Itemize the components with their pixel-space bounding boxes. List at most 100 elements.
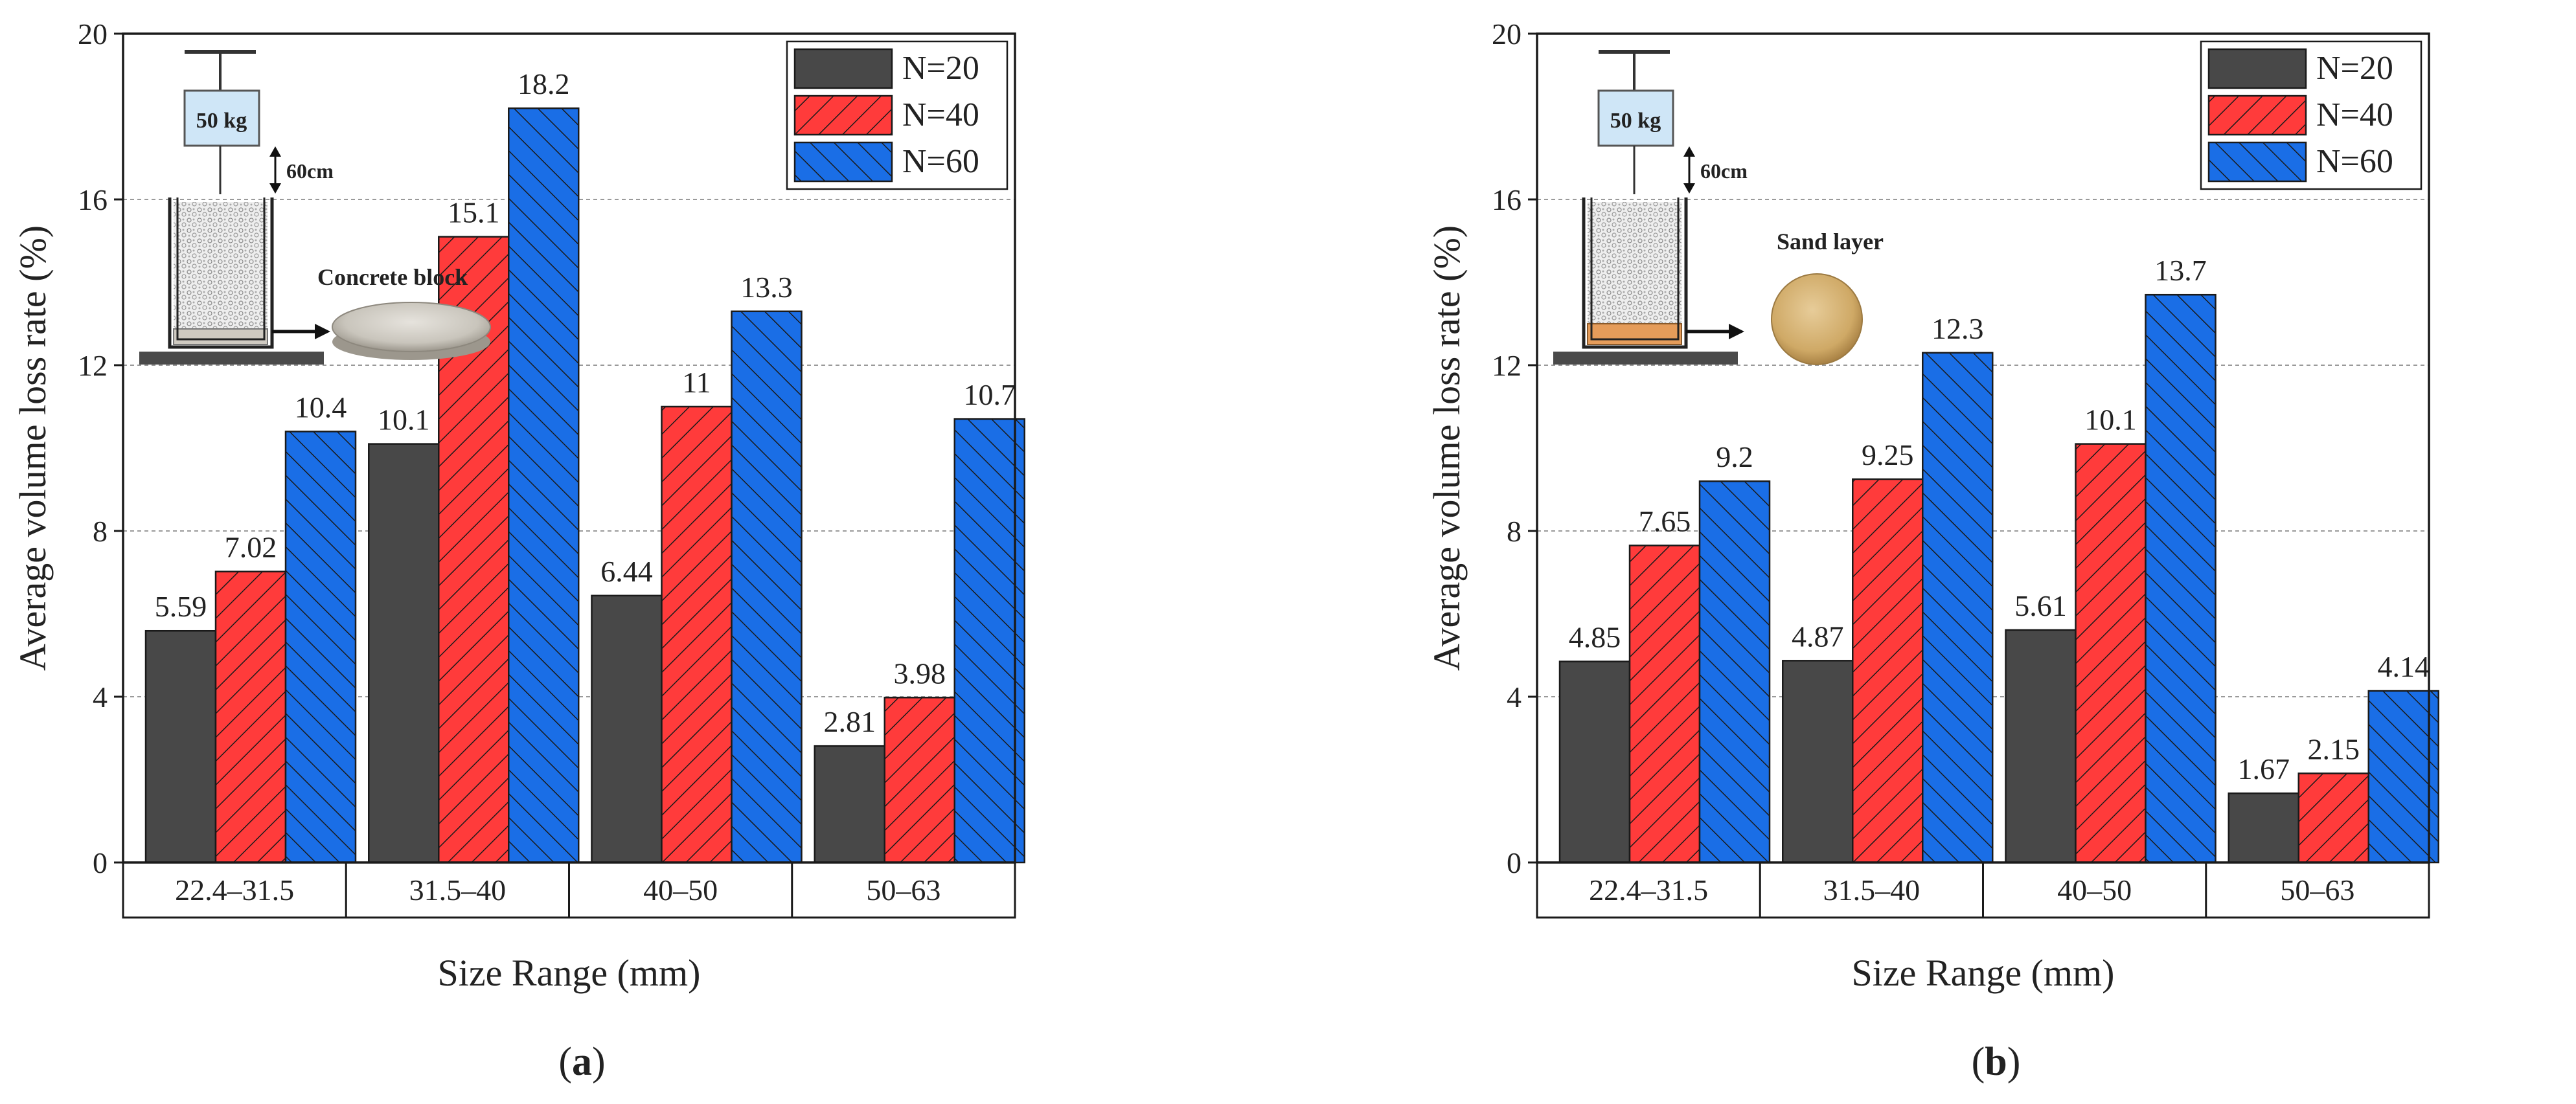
weight-block [1597,89,1674,147]
data-label: 5.59 [155,590,207,623]
weight-block [183,89,260,147]
x-tick-label: 31.5–40 [409,873,507,907]
legend: N=20 N=40 N=60 [786,40,1009,190]
data-label: 18.2 [518,67,570,100]
data-label: 7.65 [1639,504,1691,537]
legend-entry: N=60 [2316,143,2393,180]
bar-n60-2 [2145,293,2217,864]
container-inner-wall [1590,197,1680,341]
bar-n40-3 [2297,772,2369,864]
gravel-fill [174,202,268,344]
data-label: 1.67 [2238,752,2290,785]
data-label: 4.87 [1792,620,1844,653]
arrow-head-up [1683,146,1695,157]
bar-n60-3 [953,418,1025,864]
container-wall [168,197,274,349]
arrow-head-down [269,183,281,194]
data-label: 10.7 [964,378,1016,411]
gravel-fill [1588,202,1681,344]
data-label: 6.44 [600,555,653,588]
bar-n20-3 [2228,792,2299,864]
bar-n40-0 [1628,545,1701,864]
x-tick-label: 31.5–40 [1823,873,1921,907]
bar-n20-2 [2005,629,2077,864]
data-label: 4.14 [2378,650,2430,683]
y-axis-title: Average volume loss rate (%) [12,225,54,671]
x-axis-title: Size Range (mm) [1852,952,2115,994]
legend-swatch [2207,141,2307,183]
data-label: 9.2 [1716,440,1753,473]
concrete-sample [332,302,491,352]
base-label: Concrete block [317,264,468,290]
data-label: 10.1 [378,403,430,436]
bar-n60-1 [508,107,580,864]
chart-panel-a: 5.59 10.1 6.44 2.81 7.02 15.1 11 3.98 10.4 18.2 13… [12,17,1025,1084]
bar-n40-1 [1852,478,1924,864]
bar-n60-1 [1922,352,1994,864]
height-label: 60cm [286,159,334,183]
bar-n20-2 [591,594,663,864]
bar-n40-2 [661,405,733,864]
data-label: 4.85 [1569,621,1621,654]
y-tick-label: 0 [1507,846,1522,879]
bar-n60-0 [284,431,357,864]
weight-label: 50 kg [196,109,247,133]
y-tick-label: 20 [1492,17,1522,51]
data-label: 11 [682,366,711,399]
data-label: 3.98 [894,657,946,690]
legend-entry: N=40 [902,96,979,133]
bar-n40-0 [214,570,287,864]
height-label: 60cm [1700,159,1748,183]
concrete-strip [173,328,268,345]
data-label: 13.3 [740,271,793,304]
y-tick-label: 8 [93,515,108,548]
x-tick-label: 40–50 [643,873,718,907]
weight-label: 50 kg [1610,109,1661,133]
data-label: 7.02 [225,531,277,564]
legend: N=20 N=40 N=60 [2200,40,2422,190]
x-tick-label: 22.4–31.5 [1589,873,1708,907]
data-label: 15.1 [448,196,500,229]
base-plate [139,352,324,365]
bar-n20-1 [368,443,440,864]
bar-n20-0 [144,629,217,864]
base-label: Sand layer [1777,229,1884,254]
y-axis-title: Average volume loss rate (%) [1426,225,1468,671]
data-label: 10.4 [295,390,347,423]
data-label: 2.15 [2308,732,2360,765]
legend-swatch [793,141,893,183]
legend-entry: N=60 [902,143,979,180]
pointer-arrow-head [1729,324,1744,339]
y-tick-label: 16 [1492,183,1522,216]
sand-layer-strip [1587,323,1682,345]
x-tick-label: 50–63 [866,873,940,907]
y-tick-label: 20 [78,17,108,51]
data-label: 13.7 [2154,254,2207,287]
inset-schematic: 50 kg 60cm Concrete block [139,50,491,365]
x-tick-label: 40–50 [2057,873,2132,907]
arrow-head-up [269,146,281,157]
chart-panel-b: 4.85 4.87 5.61 1.67 7.65 9.25 10.1 2.15 9.2 12.3 1… [1426,17,2439,1084]
bar-n40-3 [883,697,955,864]
pointer-arrow-head [315,324,330,339]
y-tick-label: 0 [93,846,108,879]
legend-entry: N=20 [902,50,979,87]
panel-label: (a) [558,1040,605,1084]
y-tick-label: 8 [1507,515,1522,548]
data-label: 2.81 [824,705,876,738]
sand-sample [1771,273,1863,365]
bar-n20-0 [1558,660,1631,864]
y-tick-label: 12 [1492,349,1522,382]
container-inner-wall [176,197,266,341]
y-tick-label: 16 [78,183,108,216]
x-tick-label: 22.4–31.5 [175,873,294,907]
legend-entry: N=40 [2316,96,2393,133]
bar-n40-2 [2075,443,2147,864]
data-label: 5.61 [2014,589,2067,622]
y-tick-label: 4 [1507,681,1522,714]
legend-entry: N=20 [2316,50,2393,87]
legend-swatch [793,95,893,136]
legend-swatch [2207,48,2307,89]
inset-schematic: 50 kg 60cm Sand layer [1553,50,1884,365]
